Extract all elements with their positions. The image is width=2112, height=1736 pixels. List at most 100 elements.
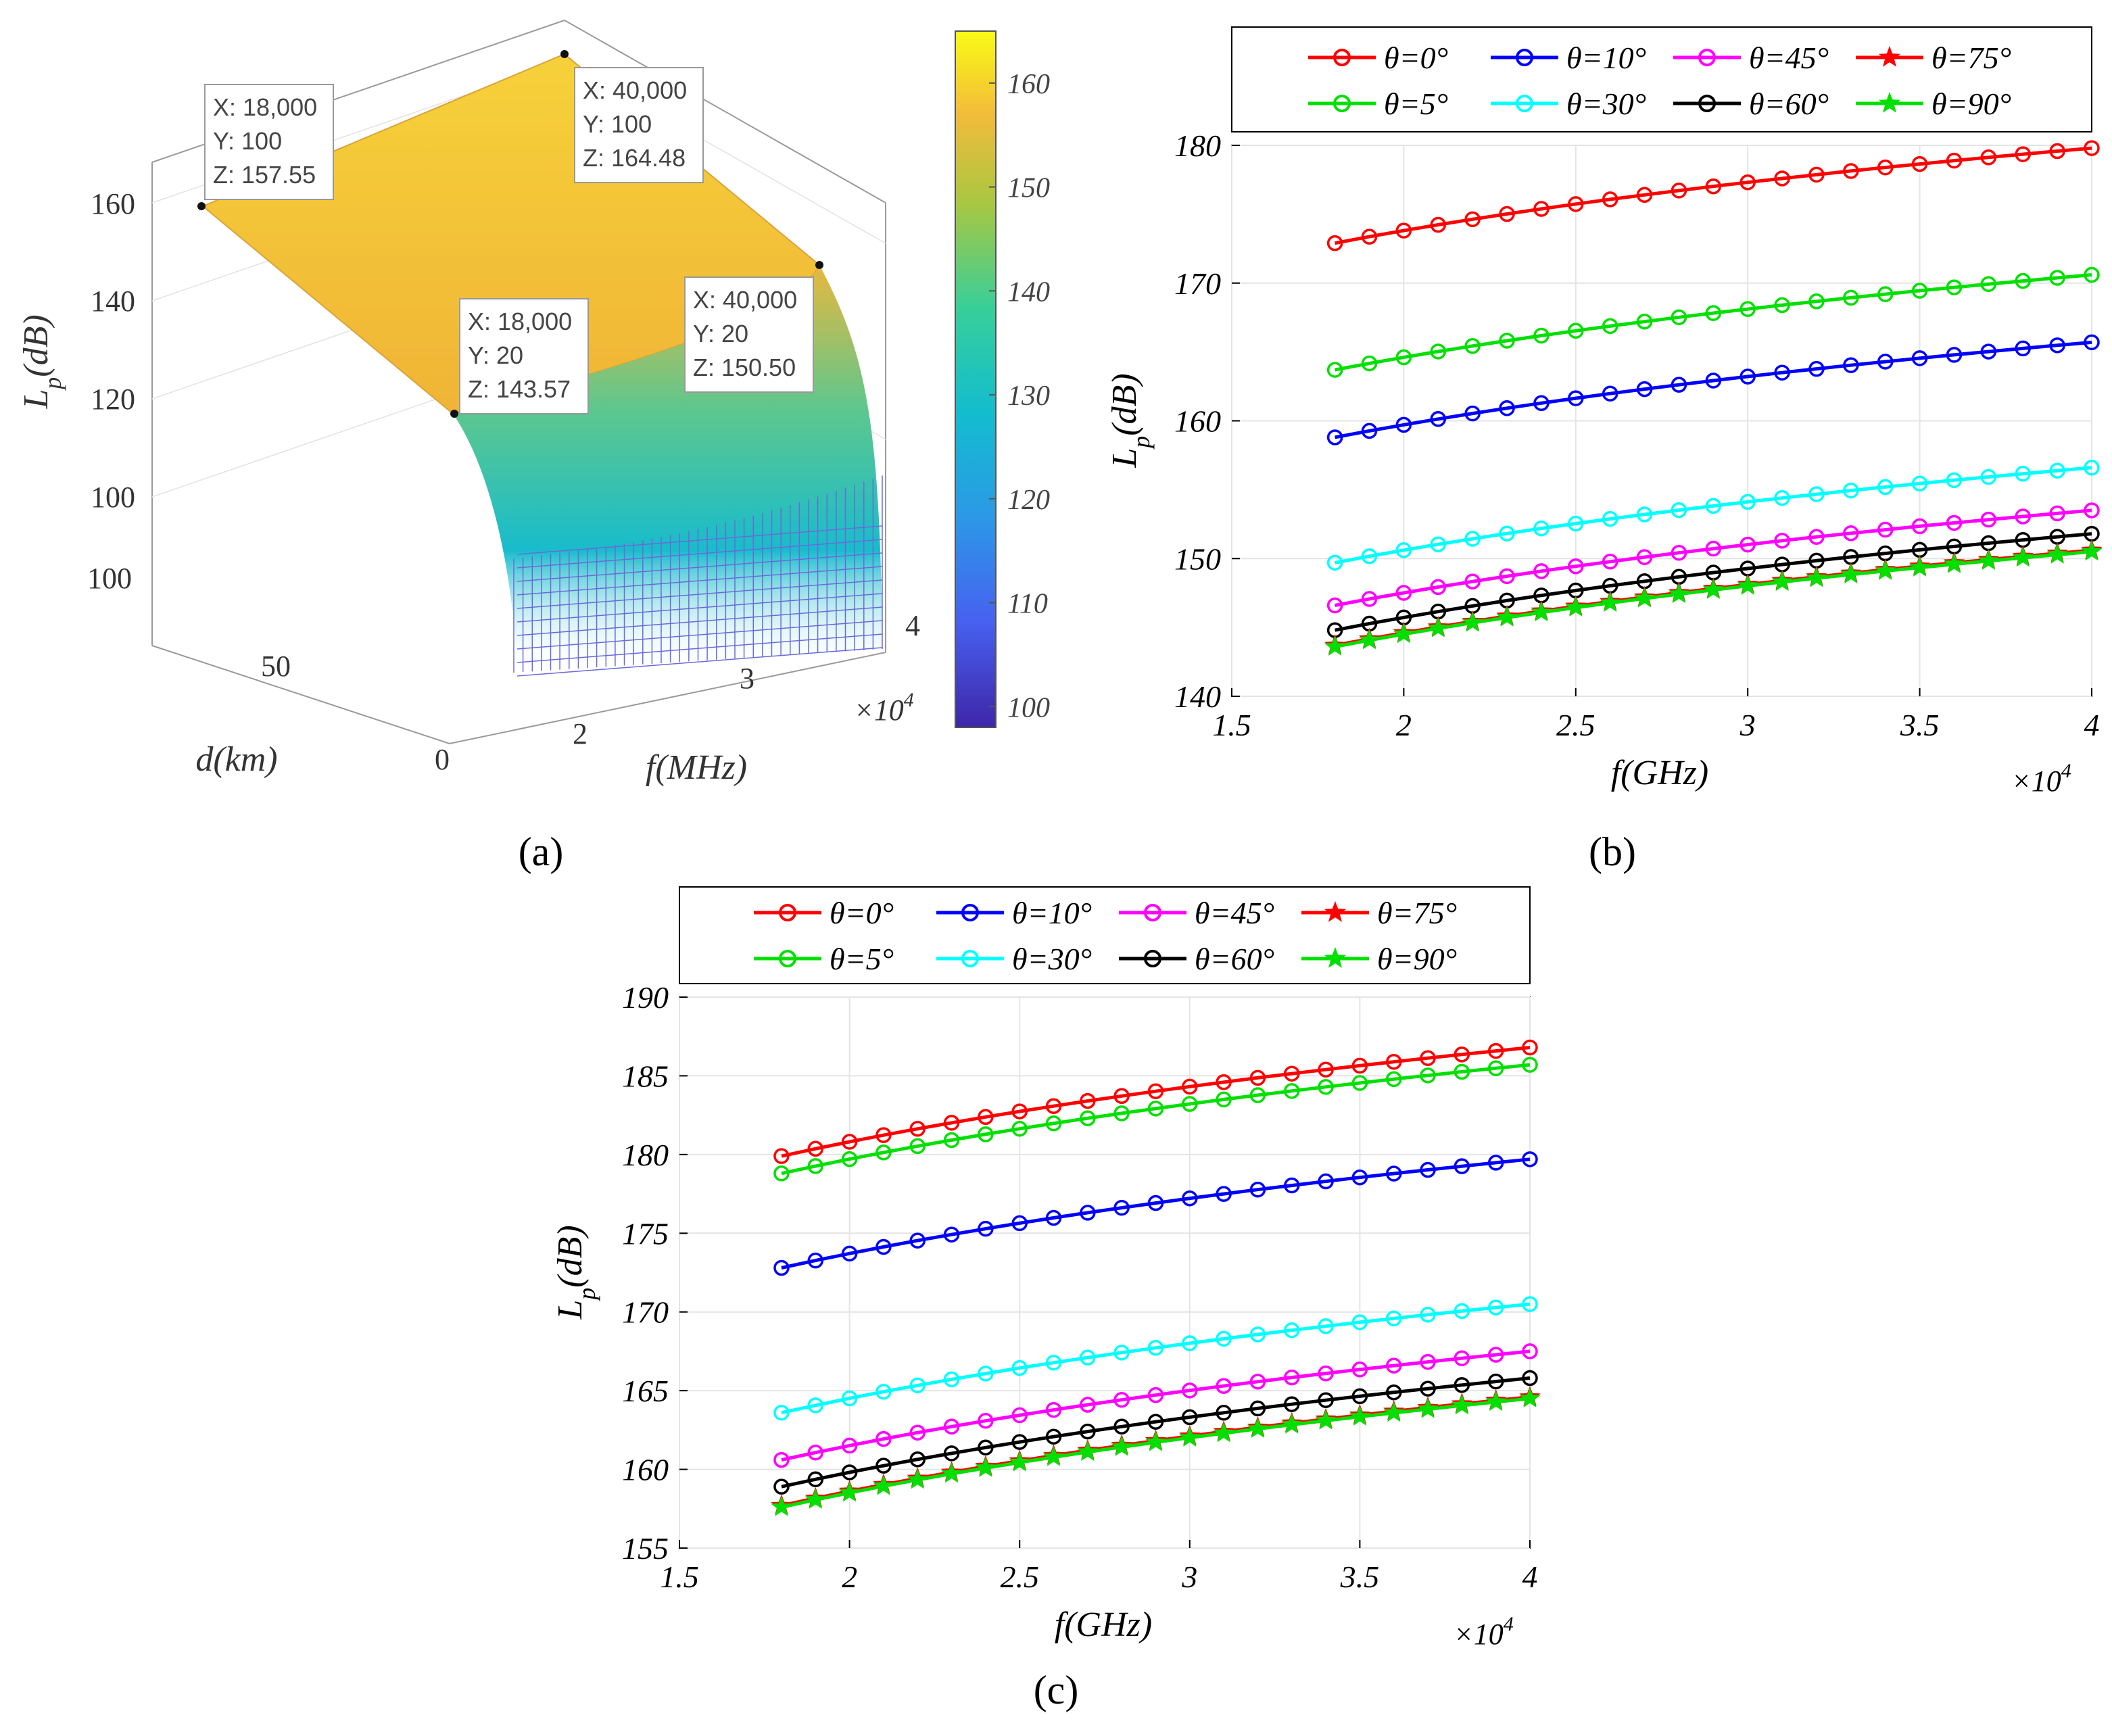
data-point <box>805 1489 826 1509</box>
mesh-line <box>517 606 883 636</box>
data-point <box>1385 1053 1402 1070</box>
data-point <box>1326 235 1343 251</box>
data-point <box>1430 343 1447 360</box>
x-axis-multiplier: ×104 <box>854 689 914 727</box>
legend-label: θ=90° <box>1377 942 1457 976</box>
data-point <box>1636 313 1653 330</box>
datatip: X: 40,000 Y: 100 Z: 164.48 <box>560 50 704 183</box>
data-point <box>943 1371 960 1388</box>
data-point <box>1806 566 1827 587</box>
data-point <box>1808 360 1825 377</box>
data-point <box>1464 531 1481 547</box>
data-point <box>807 1140 824 1157</box>
x-tick-label: 2.5 <box>1556 708 1595 742</box>
data-point <box>1351 1361 1368 1378</box>
y-tick: 100 <box>87 562 132 595</box>
data-point <box>1284 1177 1300 1194</box>
data-point <box>807 1158 824 1174</box>
data-point <box>1808 293 1825 310</box>
data-point <box>1843 525 1859 541</box>
y-tick: 50 <box>261 650 291 683</box>
data-point <box>1395 222 1412 239</box>
mesh-line <box>517 539 883 569</box>
mesh-line <box>517 620 883 650</box>
legend-item: θ=75° <box>1301 896 1457 930</box>
data-point <box>1216 1074 1232 1090</box>
data-point <box>2015 272 2031 289</box>
data-point <box>1499 525 1515 541</box>
data-point <box>1216 1330 1232 1347</box>
datatip-text: X: 40,000 <box>693 286 797 314</box>
data-point <box>1499 206 1515 222</box>
data-point <box>1420 1380 1436 1397</box>
data-point <box>1454 1063 1470 1080</box>
data-point <box>1361 591 1378 607</box>
data-point <box>1911 350 1928 366</box>
x-tick-label: 4 <box>1522 1560 1538 1594</box>
data-point <box>1147 1101 1164 1117</box>
data-point <box>1487 1042 1504 1059</box>
data-point <box>2084 460 2100 476</box>
legend-label: θ=30° <box>1012 942 1092 976</box>
data-point <box>1602 510 1618 527</box>
series-theta_30 <box>773 1296 1538 1421</box>
y-tick-label: 170 <box>622 1295 669 1330</box>
data-point <box>1011 1434 1028 1450</box>
data-point <box>1111 1436 1132 1456</box>
legend-box <box>1231 26 2092 132</box>
data-point <box>841 1390 858 1407</box>
data-point <box>909 1121 926 1137</box>
data-point <box>1671 377 1687 393</box>
data-point <box>1739 536 1756 553</box>
data-point <box>875 1457 892 1474</box>
y-axis-label: Lp(dB) <box>1105 373 1155 468</box>
datatip-box <box>459 298 589 414</box>
data-point <box>1462 611 1483 632</box>
mesh-line <box>517 593 883 623</box>
datatip-text: X: 40,000 <box>583 76 687 104</box>
data-point <box>841 1245 858 1262</box>
data-point <box>1318 1061 1334 1078</box>
data-point <box>1454 1303 1470 1320</box>
data-point <box>1113 1345 1130 1361</box>
data-point <box>1875 560 1896 580</box>
x-tick-label: 1.5 <box>660 1560 699 1594</box>
series-line <box>781 1063 1531 1176</box>
data-point <box>875 1238 892 1255</box>
y-tick-label: 180 <box>622 1138 669 1172</box>
data-point <box>807 1252 824 1269</box>
data-point <box>1522 1343 1538 1359</box>
datatip: X: 18,000 Y: 100 Z: 157.55 <box>197 84 334 210</box>
data-point <box>1531 601 1552 622</box>
data-point <box>909 1232 926 1249</box>
series-line <box>1335 273 2092 372</box>
legend-item: θ=75° <box>1856 41 2011 75</box>
data-point <box>978 1412 994 1429</box>
data-point <box>1318 1173 1334 1190</box>
series-line <box>781 1376 1531 1489</box>
legend-label: θ=5° <box>830 942 894 976</box>
series-theta_5 <box>773 1057 1538 1182</box>
z-axis-label: Lp(dB) <box>17 314 66 409</box>
data-point <box>2084 266 2100 283</box>
data-point <box>1351 1075 1368 1091</box>
data-point <box>1361 548 1378 564</box>
data-point <box>2049 270 2065 286</box>
colorbar-tick-label: 140 <box>1007 276 1050 308</box>
data-point <box>1739 301 1756 317</box>
data-point <box>1487 1299 1504 1316</box>
data-point <box>1430 536 1447 552</box>
data-point <box>1499 400 1515 416</box>
data-point <box>1113 1088 1130 1105</box>
data-point <box>1113 1105 1130 1122</box>
data-point <box>1568 322 1584 339</box>
x-axis-label: f(GHz) <box>1611 754 1708 792</box>
y-tick-label: 175 <box>622 1216 669 1251</box>
data-point <box>1045 1098 1062 1114</box>
legend-item: θ=60° <box>1119 942 1274 976</box>
z-tick: 120 <box>91 383 135 416</box>
data-point <box>1318 1318 1334 1334</box>
data-point <box>1113 1418 1130 1435</box>
datatip-marker <box>450 410 458 418</box>
x-tick-label: 2.5 <box>1000 1560 1039 1594</box>
